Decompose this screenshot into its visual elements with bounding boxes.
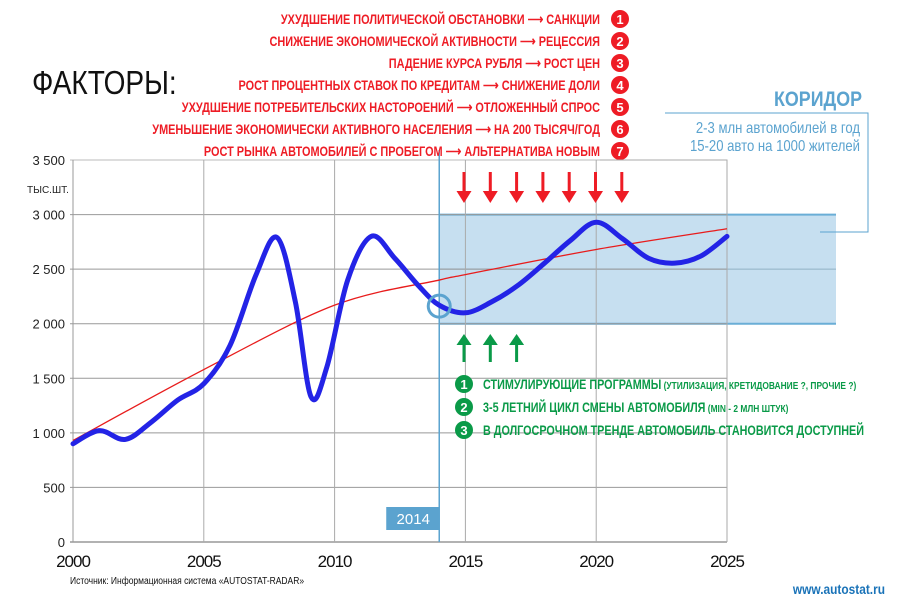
x-tick-label: 2020 — [579, 552, 613, 571]
factor-number-badge — [611, 120, 629, 138]
corridor-line1: 2-3 млн автомобилей в год — [696, 120, 861, 137]
marker-2014-badge — [386, 507, 440, 530]
marker-2014-circle — [426, 293, 452, 319]
down-arrow-icon — [561, 172, 577, 203]
positive-number: 2 — [460, 400, 467, 415]
y-tick-label: 500 — [43, 480, 65, 495]
up-arrow-icon — [482, 334, 498, 362]
callout-connector — [600, 159, 728, 215]
x-tick-label: 2015 — [448, 552, 482, 571]
factor-number-badge — [611, 142, 629, 160]
positive-number-badge — [455, 375, 473, 393]
factor-number: 7 — [616, 144, 623, 159]
positive-main: СТИМУЛИРУЮЩИЕ ПРОГРАММЫ — [483, 377, 661, 392]
down-arrow-icon — [482, 172, 498, 203]
positive-number: 3 — [460, 423, 467, 438]
y-tick-label: 1 000 — [32, 426, 65, 441]
y-tick-label: 2 000 — [32, 317, 65, 332]
down-arrow-icon — [588, 172, 603, 203]
corridor-line2: 15-20 авто на 1000 жителей — [690, 138, 860, 155]
positive-main: В ДОЛГОСРОЧНОМ ТРЕНДЕ АВТОМОБИЛЬ СТАНОВИ… — [483, 422, 864, 439]
factor-number: 6 — [616, 122, 623, 137]
market-line — [70, 219, 730, 447]
y-tick-label: 1 500 — [32, 371, 65, 386]
y-tick-label: 3 500 — [32, 153, 65, 168]
factor-number: 5 — [616, 100, 623, 115]
factor-number-badge — [611, 54, 629, 72]
factor-number-badge — [611, 32, 629, 50]
y-axis-unit: ТЫС.ШТ. — [27, 185, 69, 196]
positive-number-badge — [455, 421, 473, 439]
factor-text: УМЕНЬШЕНИЕ ЭКОНОМИЧЕСКИ АКТИВНОГО НАСЕЛЕ… — [152, 122, 600, 138]
positive-number: 1 — [460, 377, 467, 392]
positive-number-badge — [455, 398, 473, 416]
x-tick-label: 2010 — [318, 552, 352, 571]
corridor-callout-bracket — [665, 112, 869, 233]
factor-number-badge — [611, 10, 629, 28]
factor-number-badge — [611, 98, 629, 116]
down-arrow-icon — [456, 172, 472, 203]
factor-text: УХУДШЕНИЕ ПОТРЕБИТЕЛЬСКИХ НАСТОРОЕНИЙ ⟶ … — [182, 99, 600, 116]
factor-number: 1 — [616, 12, 623, 27]
factors-title: ФАКТОРЫ: — [32, 65, 177, 102]
site-link[interactable]: www.autostat.ru — [792, 581, 885, 597]
marker-2014-label: 2014 — [397, 511, 430, 528]
y-tick-label: 2 500 — [32, 262, 65, 277]
source-note: Источник: Информационная система «AUTOST… — [70, 575, 304, 586]
corridor-title: КОРИДОР — [774, 88, 862, 112]
x-tick-label: 2005 — [187, 552, 221, 571]
down-arrow-icon — [614, 172, 630, 203]
factor-text: РОСТ РЫНКА АВТОМОБИЛЕЙ С ПРОБЕГОМ ⟶ АЛЬТ… — [204, 143, 600, 160]
down-arrow-icon — [509, 172, 525, 203]
trend-line — [72, 228, 728, 442]
factor-number-badge — [611, 76, 629, 94]
up-arrow-icon — [509, 334, 525, 362]
positive-text: В ДОЛГОСРОЧНОМ ТРЕНДЕ АВТОМОБИЛЬ СТАНОВИ… — [483, 422, 864, 439]
factor-number: 3 — [616, 56, 623, 71]
factor-text: ПАДЕНИЕ КУРСА РУБЛЯ ⟶ РОСТ ЦЕН — [389, 56, 600, 72]
positive-note: (УТИЛИЗАЦИЯ, КРЕТИДОВАНИЕ ?, ПРОЧИЕ ?) — [661, 380, 856, 392]
y-tick-label: 3 000 — [32, 208, 65, 223]
factor-number: 2 — [616, 34, 623, 49]
up-arrow-icon — [456, 334, 472, 362]
factor-text: УХУДШЕНИЕ ПОЛИТИЧЕСКОЙ ОБСТАНОВКИ ⟶ САНК… — [281, 11, 600, 28]
positive-text: 3-5 ЛЕТНИЙ ЦИКЛ СМЕНЫ АВТОМОБИЛЯ (MIN - … — [483, 399, 788, 416]
factor-number: 4 — [616, 78, 624, 93]
factor-text: СНИЖЕНИЕ ЭКОНОМИЧЕСКОЙ АКТИВНОСТИ ⟶ РЕЦЕ… — [269, 33, 600, 50]
x-tick-label: 2000 — [56, 552, 90, 571]
x-tick-label: 2025 — [710, 552, 744, 571]
positive-main: 3-5 ЛЕТНИЙ ЦИКЛ СМЕНЫ АВТОМОБИЛЯ — [483, 399, 705, 416]
factor-text: РОСТ ПРОЦЕНТНЫХ СТАВОК ПО КРЕДИТАМ ⟶ СНИ… — [239, 78, 600, 94]
positive-note: (MIN - 2 МЛН ШТУК) — [705, 403, 788, 415]
down-arrow-icon — [535, 172, 551, 203]
y-tick-label: 0 — [58, 535, 65, 550]
positive-text: СТИМУЛИРУЮЩИЕ ПРОГРАММЫ (УТИЛИЗАЦИЯ, КРЕ… — [483, 377, 856, 392]
